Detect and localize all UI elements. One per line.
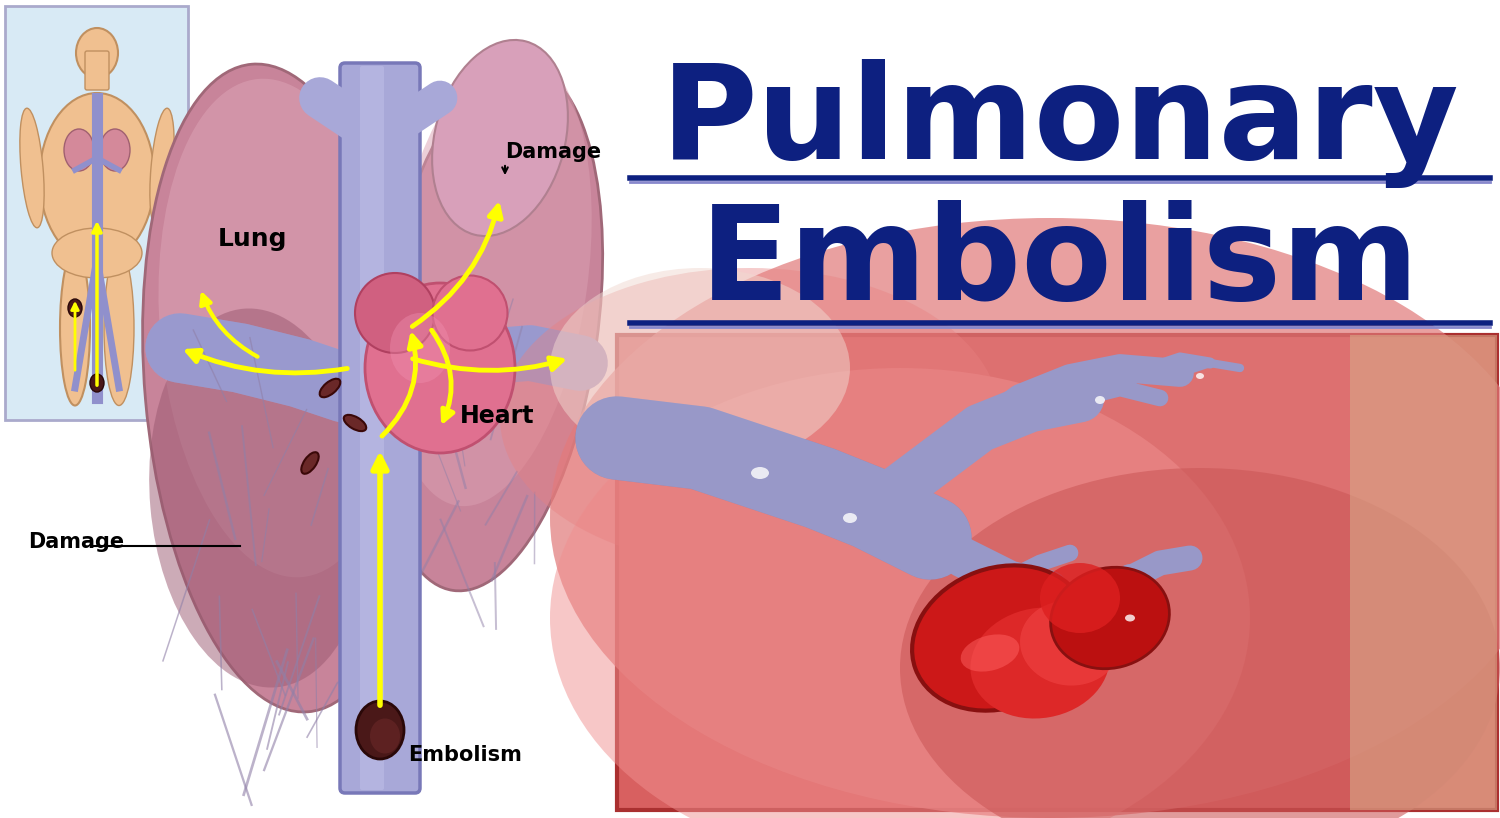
Text: Embolism: Embolism <box>700 200 1420 326</box>
Ellipse shape <box>550 218 1500 818</box>
Ellipse shape <box>68 299 82 317</box>
Ellipse shape <box>1196 373 1204 379</box>
Ellipse shape <box>150 108 174 227</box>
Text: Embolism: Embolism <box>408 745 522 765</box>
Ellipse shape <box>60 250 90 406</box>
FancyBboxPatch shape <box>86 51 109 90</box>
Ellipse shape <box>550 368 1250 818</box>
Ellipse shape <box>104 250 134 406</box>
Ellipse shape <box>344 415 366 431</box>
Ellipse shape <box>100 129 130 171</box>
Ellipse shape <box>142 64 417 712</box>
Ellipse shape <box>320 379 340 398</box>
Ellipse shape <box>432 276 507 350</box>
Ellipse shape <box>76 28 118 78</box>
FancyBboxPatch shape <box>340 63 420 793</box>
Ellipse shape <box>1040 563 1120 633</box>
Ellipse shape <box>64 129 94 171</box>
Ellipse shape <box>752 467 770 479</box>
Text: Lung: Lung <box>217 227 288 251</box>
Ellipse shape <box>960 635 1020 672</box>
Ellipse shape <box>550 268 850 468</box>
Ellipse shape <box>364 283 514 453</box>
Ellipse shape <box>20 108 44 227</box>
Ellipse shape <box>356 701 404 759</box>
Ellipse shape <box>370 718 400 753</box>
FancyBboxPatch shape <box>360 66 384 790</box>
Ellipse shape <box>388 50 591 506</box>
Ellipse shape <box>53 228 142 278</box>
Ellipse shape <box>843 513 856 523</box>
Ellipse shape <box>378 65 603 591</box>
Text: Damage: Damage <box>506 142 602 162</box>
Ellipse shape <box>1020 600 1120 685</box>
Ellipse shape <box>39 93 154 263</box>
FancyBboxPatch shape <box>616 335 1497 810</box>
Ellipse shape <box>912 565 1088 711</box>
FancyBboxPatch shape <box>1350 335 1497 810</box>
Ellipse shape <box>356 273 435 353</box>
Ellipse shape <box>1095 396 1106 404</box>
Ellipse shape <box>432 40 568 236</box>
Ellipse shape <box>390 313 450 383</box>
Ellipse shape <box>302 452 318 474</box>
Ellipse shape <box>1050 567 1170 669</box>
FancyBboxPatch shape <box>4 6 188 420</box>
Text: Pulmonary: Pulmonary <box>660 59 1460 187</box>
Ellipse shape <box>970 608 1110 718</box>
Text: Heart: Heart <box>460 404 534 428</box>
Text: Damage: Damage <box>28 532 124 552</box>
Ellipse shape <box>1125 614 1136 622</box>
Ellipse shape <box>159 79 402 578</box>
Ellipse shape <box>90 374 104 392</box>
Ellipse shape <box>500 268 1000 568</box>
Ellipse shape <box>148 308 370 687</box>
Ellipse shape <box>900 468 1500 818</box>
